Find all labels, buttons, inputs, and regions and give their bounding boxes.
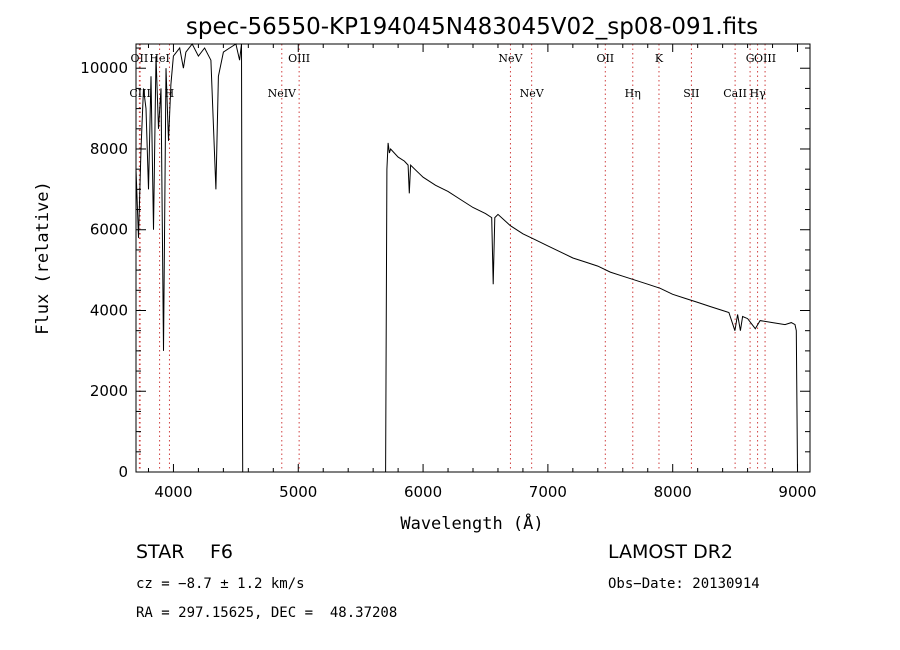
x-tick-label: 4000 xyxy=(154,483,192,501)
x-axis-ticks: 4000 5000 6000 7000 8000 9000 xyxy=(147,44,817,501)
y-tick-label: 0 xyxy=(118,463,128,481)
object-class: STAR xyxy=(136,541,185,563)
spectral-line-label: NeV xyxy=(520,87,545,100)
spectral-line-label: CaII xyxy=(723,87,747,100)
plot-frame xyxy=(135,43,811,473)
y-tick-label: 2000 xyxy=(90,382,128,400)
spectral-line-label: OIII xyxy=(754,52,776,65)
y-tick-label: 4000 xyxy=(90,301,128,319)
y-tick-label: 8000 xyxy=(90,140,128,158)
x-tick-label: 6000 xyxy=(404,483,442,501)
observation-date: Obs−Date: 20130914 xyxy=(608,576,760,592)
spectral-line-label: OII xyxy=(131,52,149,65)
survey-name: LAMOST DR2 xyxy=(608,541,733,563)
x-axis-label: Wavelength (Å) xyxy=(400,512,543,534)
spectrum-line xyxy=(135,43,798,473)
spectral-line-label: Hγ xyxy=(749,87,766,100)
spectral-line-labels: OII CIII HeI H OIII NeIV NeV NeV OII Hη K SII G CaII H… xyxy=(129,52,776,100)
spectrum-series xyxy=(135,43,798,473)
spectral-line-markers xyxy=(138,44,766,472)
x-tick-label: 7000 xyxy=(529,483,567,501)
spectral-line-label: OIII xyxy=(288,52,310,65)
spectral-line-label: NeIV xyxy=(268,87,297,100)
spectral-line-label: H xyxy=(165,87,175,100)
spectral-line-label: NeV xyxy=(498,52,523,65)
x-tick-label: 8000 xyxy=(654,483,692,501)
x-tick-label: 9000 xyxy=(778,483,816,501)
x-tick-label: 5000 xyxy=(279,483,317,501)
y-axis-ticks: 0 2000 4000 6000 8000 10000 xyxy=(80,47,810,481)
spectral-line-label: K xyxy=(655,52,664,65)
y-tick-label: 6000 xyxy=(90,221,128,239)
spectral-line-label: HeI xyxy=(149,52,169,65)
spectral-line-label: Hη xyxy=(625,87,641,100)
chart-title: spec-56550-KP194045N483045V02_sp08-091.f… xyxy=(186,14,758,40)
y-tick-label: 10000 xyxy=(80,59,128,77)
redshift-velocity: cz = −8.7 ± 1.2 km/s xyxy=(136,576,305,592)
spectral-line-label: CIII xyxy=(129,87,150,100)
spectral-line-label: OII xyxy=(596,52,614,65)
spectral-line-label: SII xyxy=(683,87,699,100)
spectral-line-label: G xyxy=(746,52,755,65)
object-subclass: F6 xyxy=(210,541,234,563)
coordinates: RA = 297.15625, DEC = 48.37208 xyxy=(136,605,398,621)
y-axis-label: Flux (relative) xyxy=(33,181,53,335)
